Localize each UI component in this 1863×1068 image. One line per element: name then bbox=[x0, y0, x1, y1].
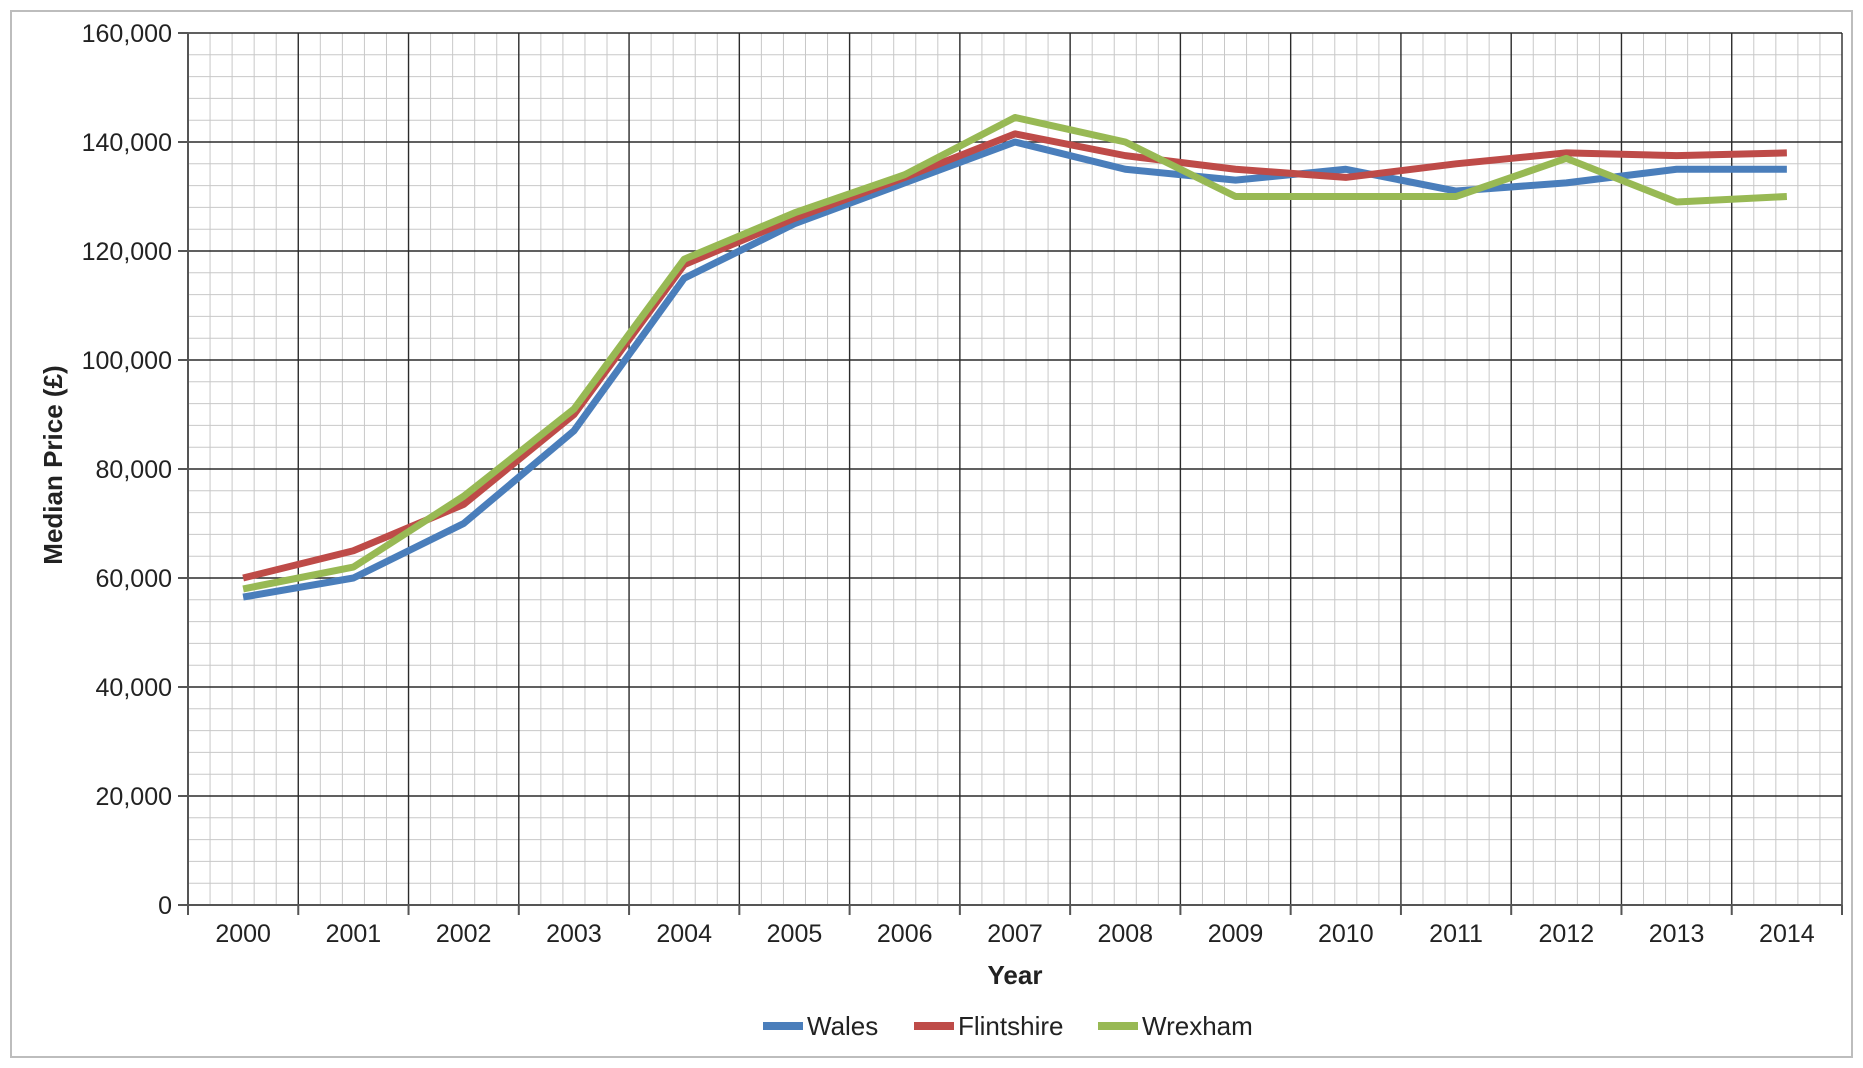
x-tick-label: 2014 bbox=[1759, 920, 1815, 948]
x-axis-title: Year bbox=[988, 960, 1043, 990]
y-tick-label: 40,000 bbox=[96, 674, 172, 702]
y-tick-label: 60,000 bbox=[96, 565, 172, 593]
x-tick-labels: 2000 2001 2002 2003 2004 2005 2006 2007 2008 2009… bbox=[215, 920, 1814, 948]
y-axis-title: Median Price (£) bbox=[38, 365, 68, 564]
y-tick-label: 120,000 bbox=[82, 238, 172, 266]
x-tick-label: 2005 bbox=[767, 920, 823, 948]
y-tick-label: 0 bbox=[158, 892, 172, 920]
x-tick-label: 2001 bbox=[326, 920, 382, 948]
x-tick-label: 2013 bbox=[1649, 920, 1705, 948]
legend: Wales Flintshire Wrexham bbox=[763, 1011, 1253, 1041]
legend-label-wrexham: Wrexham bbox=[1142, 1011, 1253, 1041]
x-tick-label: 2009 bbox=[1208, 920, 1264, 948]
y-tick-label: 20,000 bbox=[96, 783, 172, 811]
x-tick-label: 2000 bbox=[215, 920, 271, 948]
x-tick-label: 2007 bbox=[987, 920, 1043, 948]
y-tick-label: 140,000 bbox=[82, 129, 172, 157]
y-tick-label: 100,000 bbox=[82, 347, 172, 375]
x-tick-label: 2004 bbox=[656, 920, 712, 948]
y-tick-label: 160,000 bbox=[82, 20, 172, 48]
x-tick-label: 2002 bbox=[436, 920, 492, 948]
x-tick-label: 2010 bbox=[1318, 920, 1374, 948]
x-tick-label: 2008 bbox=[1097, 920, 1153, 948]
x-tick-label: 2006 bbox=[877, 920, 933, 948]
series-lines bbox=[242, 113, 1788, 601]
x-tick-label: 2011 bbox=[1429, 920, 1483, 948]
y-tick-labels: 0 20,000 40,000 60,000 80,000 100,000 120,000 1… bbox=[82, 20, 172, 920]
y-tick-label: 80,000 bbox=[96, 456, 172, 484]
series-line-flintshire bbox=[242, 130, 1787, 582]
series-line-wales bbox=[242, 138, 1787, 601]
legend-label-flintshire: Flintshire bbox=[958, 1011, 1063, 1041]
axes bbox=[178, 32, 1843, 915]
legend-label-wales: Wales bbox=[807, 1011, 878, 1041]
series-line-wrexham bbox=[242, 113, 1788, 593]
x-tick-label: 2003 bbox=[546, 920, 602, 948]
x-tick-label: 2012 bbox=[1539, 920, 1595, 948]
